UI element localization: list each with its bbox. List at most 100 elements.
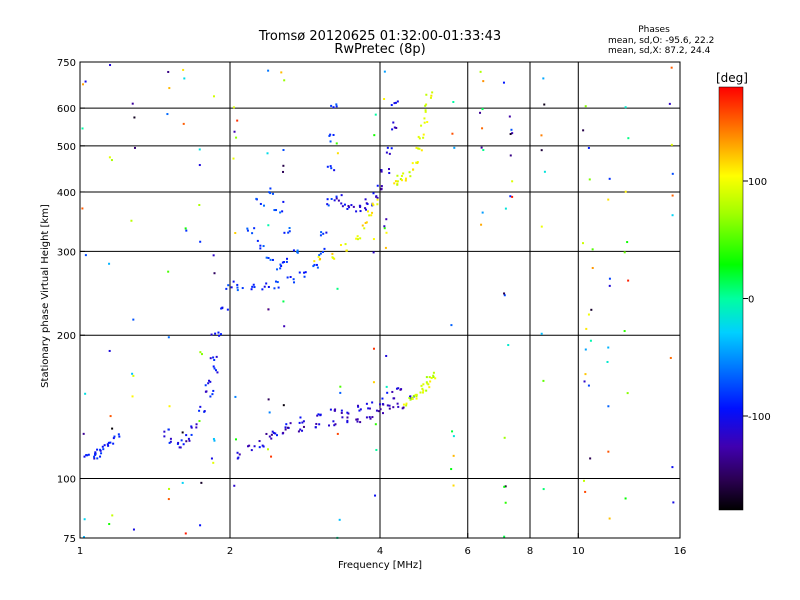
data-point [113, 435, 116, 438]
data-point [326, 165, 329, 168]
data-point [356, 238, 359, 241]
noise-point [383, 227, 386, 230]
noise-point [481, 211, 484, 214]
data-point [428, 386, 431, 389]
noise-point [608, 284, 611, 287]
data-point [259, 247, 262, 250]
noise-point [507, 344, 510, 347]
data-point [106, 443, 109, 446]
data-point [420, 384, 423, 387]
noise-point [198, 204, 201, 207]
data-point [118, 435, 121, 438]
data-point [225, 287, 228, 290]
data-point [416, 162, 419, 165]
noise-point [132, 318, 135, 321]
noise-point [626, 392, 629, 395]
noise-point [589, 457, 592, 460]
data-point [279, 263, 282, 266]
noise-point [167, 270, 170, 273]
noise-point [210, 457, 213, 460]
data-point [405, 404, 408, 407]
y-tick-label: 100 [57, 475, 76, 486]
colorbar-tick-label: -100 [748, 412, 771, 423]
data-point [284, 428, 287, 431]
noise-point [480, 146, 483, 149]
data-point [425, 103, 428, 106]
noise-point [452, 454, 455, 457]
data-point [299, 416, 302, 419]
noise-point [624, 106, 627, 109]
data-point [178, 446, 181, 449]
data-point [207, 382, 210, 385]
data-point [212, 389, 215, 392]
noise-point [198, 164, 201, 167]
data-point [220, 307, 223, 310]
noise-point [198, 148, 201, 151]
data-point [107, 444, 110, 447]
data-point [246, 227, 249, 230]
data-point [301, 429, 304, 432]
data-point [251, 232, 254, 235]
noise-point [540, 225, 543, 228]
data-point [289, 276, 292, 279]
noise-point [108, 156, 111, 159]
data-point [393, 182, 396, 185]
noise-point [167, 70, 170, 73]
data-point [117, 433, 120, 436]
data-point [272, 192, 275, 195]
data-point [355, 210, 358, 213]
noise-point [481, 108, 484, 111]
noise-point [606, 360, 609, 363]
data-point [253, 286, 256, 289]
noise-point [266, 152, 269, 155]
noise-point [198, 420, 201, 423]
data-point [319, 234, 322, 237]
data-point [375, 195, 378, 198]
noise-point [482, 80, 485, 83]
noise-point [509, 195, 512, 198]
data-point [332, 106, 335, 109]
noise-point [372, 381, 375, 384]
data-point [364, 198, 367, 201]
noise-point [502, 81, 505, 84]
noise-point [508, 115, 511, 118]
chart-title-line1: Tromsø 20120625 01:32:00-01:33:43 [258, 29, 501, 44]
data-point [248, 444, 251, 447]
data-point [318, 423, 321, 426]
noise-point [181, 481, 184, 484]
data-point [409, 175, 412, 178]
data-point [388, 172, 391, 175]
data-point [213, 367, 216, 370]
data-point [167, 428, 170, 431]
data-point [365, 221, 368, 224]
data-point [334, 408, 337, 411]
data-point [333, 424, 336, 427]
noise-point [383, 225, 386, 228]
data-point [390, 147, 393, 150]
data-point [253, 445, 256, 448]
noise-point [108, 523, 111, 526]
data-point [423, 121, 426, 124]
noise-point [133, 116, 136, 119]
data-point [355, 418, 358, 421]
data-point [323, 247, 326, 250]
data-point [366, 210, 369, 213]
data-point [195, 423, 198, 426]
noise-point [585, 327, 588, 330]
data-point [112, 437, 115, 440]
data-point [187, 437, 190, 440]
data-point [319, 414, 322, 417]
noise-point [166, 113, 169, 116]
noise-point [232, 157, 235, 160]
data-point [341, 416, 344, 419]
noise-point [589, 339, 592, 342]
data-point [288, 227, 291, 230]
data-point [411, 397, 414, 400]
data-point [320, 231, 323, 234]
data-point [93, 455, 96, 458]
data-point [226, 308, 229, 311]
noise-point [335, 195, 338, 198]
data-point [204, 384, 207, 387]
data-point [395, 126, 398, 129]
data-point [388, 152, 391, 155]
